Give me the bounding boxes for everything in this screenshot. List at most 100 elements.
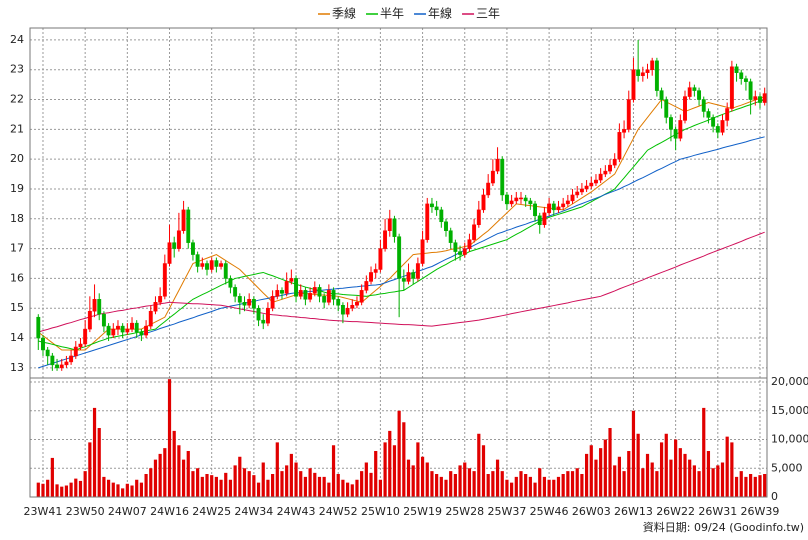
candle-body	[190, 242, 195, 255]
volume-bar	[420, 456, 425, 497]
volume-bar	[547, 479, 551, 497]
candle-body	[111, 328, 116, 336]
candle-body	[594, 179, 598, 184]
candle-body	[265, 307, 270, 324]
candle-body	[664, 99, 669, 118]
y-tick-label: 21	[10, 122, 24, 135]
candle-body	[720, 120, 725, 133]
candle-body	[181, 209, 186, 231]
volume-bar	[83, 471, 87, 497]
legend-label: 半年	[380, 7, 404, 21]
candle-body	[176, 230, 181, 249]
volume-bar	[374, 451, 378, 497]
x-tick-label: 23W41	[24, 505, 63, 518]
volume-bar	[331, 445, 336, 497]
x-tick-label: 24W07	[108, 505, 147, 518]
volume-bar	[139, 482, 143, 497]
x-tick-label: 24W25	[192, 505, 231, 518]
x-tick-label: 26W22	[656, 505, 695, 518]
candle-body	[519, 197, 523, 200]
volume-bar	[247, 471, 251, 497]
candle-body	[486, 182, 491, 196]
candle-body	[706, 111, 711, 118]
volume-bar	[275, 442, 279, 497]
volume-bar	[50, 457, 54, 497]
volume-bar	[749, 474, 753, 497]
volume-bar	[78, 480, 83, 497]
volume-bar	[280, 471, 284, 497]
ma-line	[38, 136, 765, 369]
candle-body	[392, 218, 397, 237]
candle-body	[209, 260, 214, 270]
candle-body	[542, 212, 547, 226]
volume-bar	[317, 476, 322, 497]
candle-body	[753, 96, 758, 100]
volume-bar	[561, 474, 565, 497]
candle-body	[561, 203, 566, 208]
volume-bar	[444, 479, 448, 497]
candle-body	[308, 293, 313, 300]
volume-bar	[271, 474, 275, 497]
x-tick-label: 26W39	[741, 505, 780, 518]
candle-body	[97, 299, 102, 315]
candle-body	[378, 248, 383, 270]
volume-bar	[463, 462, 467, 497]
legend-label: 年線	[428, 6, 452, 21]
volume-bar	[430, 471, 434, 497]
volume-bar	[121, 488, 125, 497]
candle-body	[219, 263, 224, 267]
y-tick-label: 22	[10, 93, 24, 106]
candle-body	[748, 81, 753, 100]
volume-bar	[242, 468, 247, 497]
volume-bar	[186, 451, 190, 497]
candle-body	[153, 302, 158, 312]
volume-bar	[678, 448, 682, 497]
volume-bar	[102, 476, 106, 497]
volume-bar	[425, 462, 429, 497]
candle-body	[743, 78, 748, 82]
volume-bar	[753, 476, 757, 497]
candle-body	[233, 287, 238, 297]
volume-bar	[149, 468, 153, 497]
candle-body	[711, 117, 716, 127]
candle-body	[668, 117, 673, 130]
volume-bar	[570, 471, 575, 497]
volume-bar	[205, 474, 209, 497]
volume-bar	[683, 453, 687, 497]
volume-bar	[566, 471, 570, 497]
candle-body	[547, 203, 552, 214]
volume-bar	[144, 474, 148, 497]
candle-body	[106, 325, 111, 336]
volume-bar	[135, 479, 139, 497]
volume-bar	[589, 445, 593, 497]
candle-body	[139, 331, 144, 336]
candle-body	[345, 307, 350, 315]
volume-bar	[64, 485, 69, 497]
volume-bar	[364, 462, 368, 497]
volume-bar	[69, 482, 73, 497]
candle-body	[565, 200, 570, 205]
mark-layer	[36, 39, 767, 497]
volume-bar	[435, 474, 439, 497]
y-tick-label: 18	[10, 212, 24, 225]
volume-tick-label: 5,000	[771, 461, 803, 474]
candle-body	[758, 96, 762, 103]
candle-body	[144, 325, 149, 336]
volume-bar	[655, 471, 659, 497]
volume-bar	[552, 479, 556, 497]
candle-body	[195, 254, 200, 267]
candle-body	[373, 269, 378, 273]
candle-body	[158, 296, 163, 303]
candle-body	[237, 296, 242, 303]
candle-body	[101, 313, 106, 327]
volume-bar	[702, 407, 706, 497]
candle-body	[715, 126, 720, 133]
candle-body	[59, 364, 64, 369]
candle-body	[134, 322, 139, 333]
candle-body	[453, 242, 458, 252]
candle-body	[256, 307, 261, 321]
volume-bar	[289, 453, 293, 497]
candle-body	[504, 194, 509, 205]
volume-bar	[716, 465, 720, 497]
